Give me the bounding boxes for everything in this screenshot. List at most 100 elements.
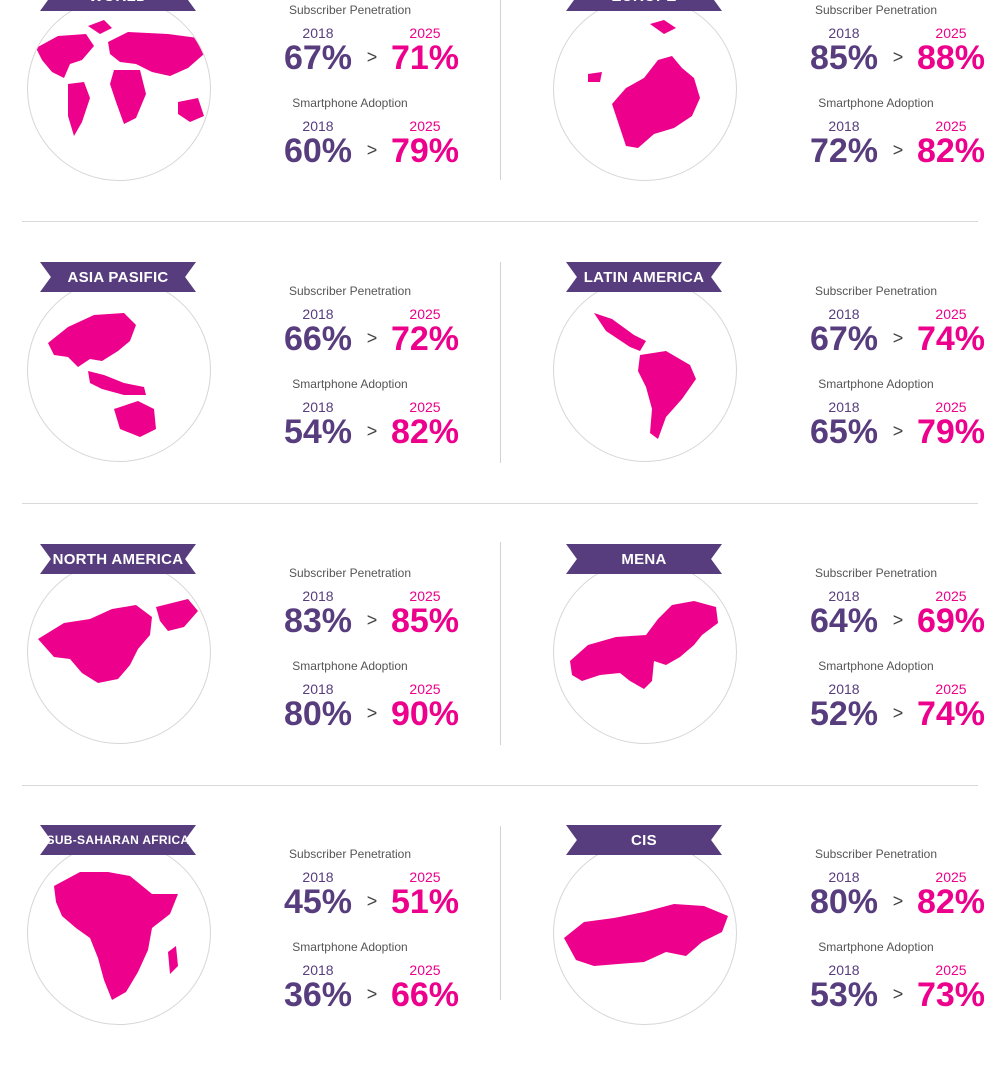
year-from: 2018 — [828, 306, 860, 322]
year-to: 2025 — [935, 588, 967, 604]
change-arrow: > — [892, 610, 904, 630]
year-to: 2025 — [935, 962, 967, 978]
column-divider — [500, 262, 501, 463]
year-to: 2025 — [409, 399, 441, 415]
year-to: 2025 — [409, 306, 441, 322]
region-banner: EUROPE — [566, 0, 722, 11]
change-arrow: > — [892, 328, 904, 348]
region-panel: WORLD Subscriber Penetration 2018 2025 67% >7… — [22, 0, 482, 227]
value-to: 79% — [916, 413, 986, 451]
year-from: 2018 — [302, 306, 334, 322]
value-to: 79% — [390, 132, 460, 170]
value-to: 90% — [390, 695, 460, 733]
metric-label: Smartphone Adoption — [292, 659, 408, 673]
change-arrow: > — [366, 47, 378, 67]
value-from: 52% — [809, 695, 879, 733]
change-arrow: > — [892, 47, 904, 67]
region-panel: ASIA PASIFIC Subscriber Penetration 2018 20… — [22, 262, 482, 508]
metric-label: Smartphone Adoption — [818, 96, 934, 110]
value-to: 74% — [916, 695, 986, 733]
region-banner: ASIA PASIFIC — [40, 262, 196, 292]
value-from: 45% — [283, 883, 353, 921]
region-globe — [27, 560, 211, 744]
value-to: 82% — [916, 883, 986, 921]
metric-label: Smartphone Adoption — [292, 96, 408, 110]
region-banner: WORLD — [40, 0, 196, 11]
year-to: 2025 — [409, 869, 441, 885]
region-panel: LATIN AMERICA Subscriber Penetration 2018 2… — [548, 262, 998, 508]
region-banner: CIS — [566, 825, 722, 855]
value-from: 60% — [283, 132, 353, 170]
value-to: 69% — [916, 602, 986, 640]
mena-map-icon — [570, 601, 718, 689]
column-divider — [500, 0, 501, 180]
region-banner: SUB-SAHARAN AFRICA — [40, 825, 196, 855]
value-from: 66% — [283, 320, 353, 358]
sub-saharan-africa-map-icon — [54, 872, 178, 1000]
change-arrow: > — [366, 328, 378, 348]
metric-label: Subscriber Penetration — [288, 847, 412, 861]
metric-label: Subscriber Penetration — [288, 284, 412, 298]
region-panel: MENA Subscriber Penetration 2018 2025 64% >69… — [548, 544, 998, 790]
value-to: 82% — [916, 132, 986, 170]
year-from: 2018 — [302, 25, 334, 41]
year-to: 2025 — [935, 869, 967, 885]
metric-label: Subscriber Penetration — [814, 566, 938, 580]
year-from: 2018 — [828, 588, 860, 604]
value-from: 64% — [809, 602, 879, 640]
region-panel: SUB-SAHARAN AFRICA Subscriber Penetration… — [22, 825, 482, 1071]
year-to: 2025 — [935, 25, 967, 41]
region-banner: NORTH AMERICA — [40, 544, 196, 574]
change-arrow: > — [366, 421, 378, 441]
region-globe — [553, 278, 737, 462]
value-from: 83% — [283, 602, 353, 640]
value-from: 72% — [809, 132, 879, 170]
change-arrow: > — [892, 984, 904, 1004]
year-to: 2025 — [935, 118, 967, 134]
value-from: 67% — [809, 320, 879, 358]
value-from: 65% — [809, 413, 879, 451]
year-from: 2018 — [302, 118, 334, 134]
change-arrow: > — [366, 703, 378, 723]
regions-grid: WORLD Subscriber Penetration 2018 2025 67% >7… — [22, 0, 998, 1025]
metric-label: Smartphone Adoption — [292, 377, 408, 391]
metric-label: Smartphone Adoption — [292, 940, 408, 954]
row-divider — [22, 503, 978, 504]
year-from: 2018 — [302, 681, 334, 697]
latin-america-map-icon — [594, 313, 696, 439]
region-globe — [553, 0, 737, 181]
change-arrow: > — [366, 610, 378, 630]
year-to: 2025 — [409, 25, 441, 41]
column-divider — [500, 826, 501, 1000]
year-to: 2025 — [409, 681, 441, 697]
asia-pacific-map-icon — [48, 313, 156, 437]
world-map-icon — [36, 20, 204, 136]
year-from: 2018 — [302, 588, 334, 604]
value-to: 85% — [390, 602, 460, 640]
value-from: 54% — [283, 413, 353, 451]
value-to: 71% — [390, 39, 460, 77]
metric-label: Smartphone Adoption — [818, 659, 934, 673]
metric-label: Subscriber Penetration — [288, 566, 412, 580]
year-to: 2025 — [409, 588, 441, 604]
value-from: 80% — [809, 883, 879, 921]
value-to: 82% — [390, 413, 460, 451]
value-from: 67% — [283, 39, 353, 77]
value-to: 73% — [916, 976, 986, 1014]
value-from: 85% — [809, 39, 879, 77]
year-from: 2018 — [828, 118, 860, 134]
value-from: 36% — [283, 976, 353, 1014]
value-from: 80% — [283, 695, 353, 733]
region-panel: NORTH AMERICA Subscriber Penetration 2018 2… — [22, 544, 482, 790]
change-arrow: > — [892, 140, 904, 160]
year-from: 2018 — [828, 25, 860, 41]
year-from: 2018 — [302, 869, 334, 885]
year-to: 2025 — [935, 306, 967, 322]
region-globe — [553, 841, 737, 1025]
europe-map-icon — [588, 20, 700, 148]
region-banner: MENA — [566, 544, 722, 574]
metric-label: Subscriber Penetration — [288, 3, 412, 17]
region-globe — [27, 278, 211, 462]
value-to: 72% — [390, 320, 460, 358]
value-to: 74% — [916, 320, 986, 358]
